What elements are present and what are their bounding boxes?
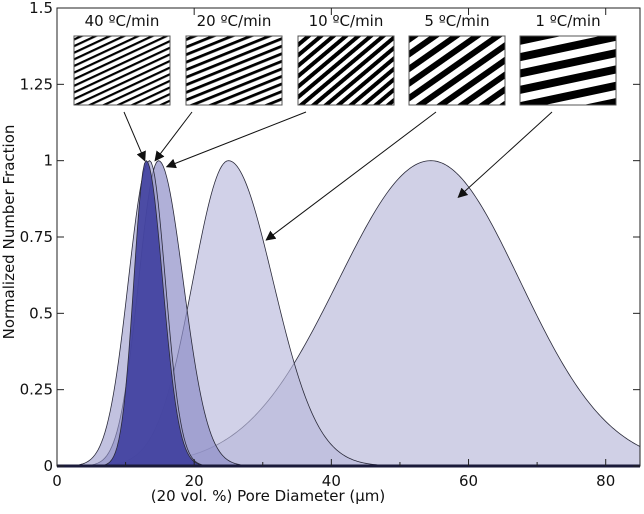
- y-tick-label: 0.75: [20, 228, 53, 246]
- rate-label: 10 ºC/min: [309, 12, 384, 30]
- y-tick-label: 0: [43, 457, 53, 475]
- y-tick-label: 0.25: [20, 381, 53, 399]
- cooling-rate-labels: 40 ºC/min 20 ºC/min 10 ºC/min 5 ºC/min 1 ºC/…: [85, 12, 601, 30]
- micrograph-1-c-per-min: [519, 35, 617, 106]
- y-tick-label: 0.5: [29, 304, 53, 322]
- annotation-arrow: [165, 111, 307, 169]
- annotation-arrow: [457, 111, 553, 198]
- annotation-arrow: [265, 111, 437, 241]
- x-tick-label: 80: [596, 472, 615, 490]
- micrograph-20-c-per-min: [185, 35, 283, 106]
- y-tick-label: 1.5: [29, 0, 53, 17]
- annotation-arrows: [123, 111, 553, 241]
- micrograph-5-c-per-min: [408, 35, 506, 106]
- x-axis-title: (20 vol. %) Pore Diameter (μm): [151, 487, 386, 505]
- rate-label: 20 ºC/min: [197, 12, 272, 30]
- rate-label: 1 ºC/min: [535, 12, 600, 30]
- micrograph-insets: [73, 35, 617, 106]
- distribution-curves: [56, 160, 641, 467]
- axes: [56, 7, 641, 468]
- micrograph-40-c-per-min: [73, 35, 171, 106]
- micrograph-10-c-per-min: [297, 35, 395, 106]
- x-tick-label: 40: [322, 472, 341, 490]
- x-tick-label: 0: [52, 472, 62, 490]
- annotation-arrow: [154, 111, 193, 162]
- y-tick-label: 1: [43, 152, 53, 170]
- rate-label: 5 ºC/min: [424, 12, 489, 30]
- x-tick-label: 20: [185, 472, 204, 490]
- y-tick-label: 1.25: [20, 75, 53, 93]
- rate-label: 40 ºC/min: [85, 12, 160, 30]
- y-axis-title: Normalized Number Fraction: [0, 125, 18, 340]
- annotation-arrow: [123, 111, 146, 162]
- tick-labels: 0 20 40 60 80 0 0.25 0.5 0.75 1 1.25 1.5: [20, 0, 616, 490]
- x-tick-label: 60: [459, 472, 478, 490]
